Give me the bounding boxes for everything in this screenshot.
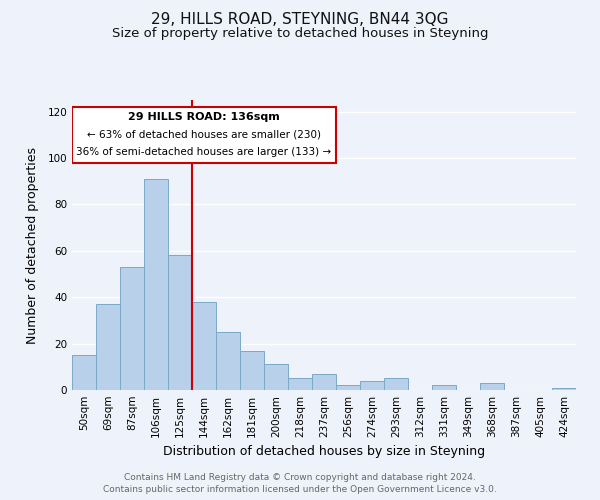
Bar [240, 350, 264, 390]
Bar [72, 355, 96, 390]
Text: Contains HM Land Registry data © Crown copyright and database right 2024.
Contai: Contains HM Land Registry data © Crown c… [103, 472, 497, 494]
Bar [168, 256, 192, 390]
Bar [288, 378, 312, 390]
FancyBboxPatch shape [72, 107, 336, 162]
Bar [120, 267, 144, 390]
Bar [192, 302, 216, 390]
Bar [144, 179, 168, 390]
Bar [360, 380, 384, 390]
Bar [96, 304, 120, 390]
Text: 36% of semi-detached houses are larger (133) →: 36% of semi-detached houses are larger (… [76, 146, 332, 156]
Text: Size of property relative to detached houses in Steyning: Size of property relative to detached ho… [112, 28, 488, 40]
Bar [336, 386, 360, 390]
Bar [384, 378, 408, 390]
Text: 29 HILLS ROAD: 136sqm: 29 HILLS ROAD: 136sqm [128, 112, 280, 122]
X-axis label: Distribution of detached houses by size in Steyning: Distribution of detached houses by size … [163, 446, 485, 458]
Text: 29, HILLS ROAD, STEYNING, BN44 3QG: 29, HILLS ROAD, STEYNING, BN44 3QG [151, 12, 449, 28]
Bar [216, 332, 240, 390]
Bar [264, 364, 288, 390]
Bar [480, 383, 504, 390]
Bar [312, 374, 336, 390]
Bar [552, 388, 576, 390]
Text: ← 63% of detached houses are smaller (230): ← 63% of detached houses are smaller (23… [87, 130, 321, 140]
Y-axis label: Number of detached properties: Number of detached properties [26, 146, 39, 344]
Bar [432, 386, 456, 390]
